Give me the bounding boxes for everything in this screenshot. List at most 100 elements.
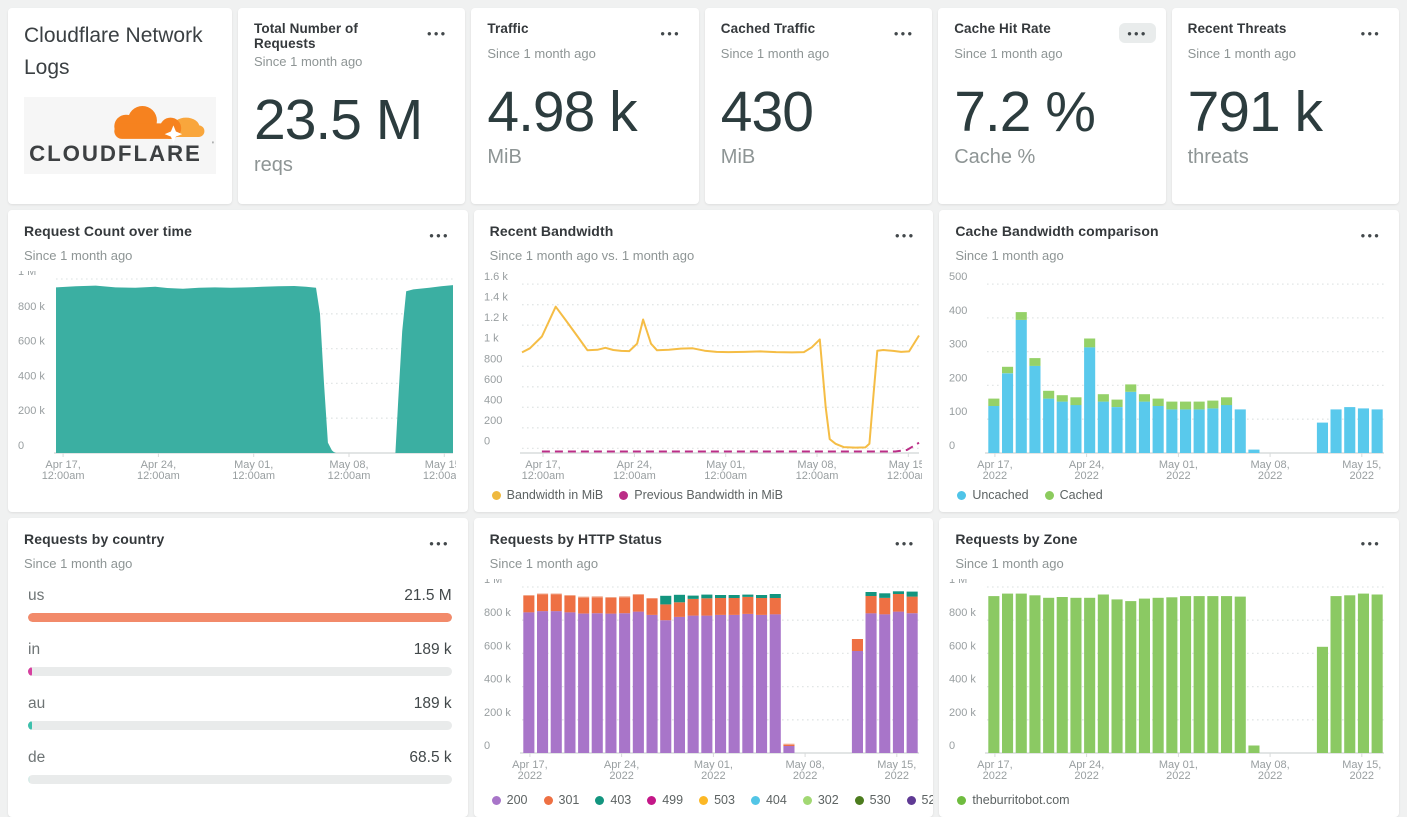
http-status-chart[interactable]: 1 M 800 k 600 k 400 k 200 k 0 Apr 17, 2022 Apr 2… (482, 574, 922, 783)
legend-item-403[interactable]: 403 (595, 793, 631, 807)
svg-text:2022: 2022 (793, 770, 817, 782)
svg-text:1.4 k: 1.4 k (484, 292, 508, 304)
country-label: au (28, 695, 46, 712)
panel-menu-button[interactable]: ●●● (421, 225, 458, 245)
svg-text:400 k: 400 k (949, 674, 976, 686)
svg-text:0: 0 (18, 440, 24, 452)
svg-text:200: 200 (484, 415, 502, 427)
ellipsis-icon: ●●● (893, 29, 915, 38)
billboard-unit: threats (1187, 146, 1249, 169)
panel-menu-button[interactable]: ●●● (421, 533, 458, 553)
legend-item-Bandwidth in MiB[interactable]: Bandwidth in MiB (491, 488, 603, 502)
panel-title: Requests by HTTP Status (489, 531, 663, 547)
panel-menu-button[interactable]: ●●● (887, 533, 924, 553)
cloudflare-logo-image: CLOUDFLARE ' (29, 105, 214, 166)
legend-item-503[interactable]: 503 (699, 793, 735, 807)
panel-menu-button[interactable]: ●●● (1352, 533, 1389, 553)
svg-text:2022: 2022 (1166, 470, 1190, 482)
panel-subtitle: Since 1 month ago (24, 556, 133, 571)
panel-subtitle: Since 1 month ago (489, 556, 599, 571)
svg-text:2022: 2022 (1258, 470, 1282, 482)
ellipsis-icon: ●●● (1360, 231, 1381, 240)
legend-item-404[interactable]: 404 (750, 793, 787, 807)
panel-recent-bandwidth: Recent Bandwidth ●●● Since 1 month ago v… (473, 210, 934, 512)
panel-title: Total Number of Requests (254, 21, 358, 51)
ellipsis-icon: ●●● (429, 539, 450, 548)
legend-dot-icon (491, 795, 501, 805)
panel-title: Requests by Zone (955, 531, 1078, 547)
svg-text:Apr 24,: Apr 24, (1069, 759, 1104, 771)
panel-menu-button[interactable]: ●●● (887, 225, 924, 245)
request-count-chart[interactable]: 1 M 800 k 600 k 400 k 200 k 0 Apr 17, 12:00am Ap… (16, 266, 466, 483)
svg-text:May 01,: May 01, (693, 759, 732, 771)
country-value: 189 k (413, 641, 452, 658)
country-bar-fill[interactable] (28, 775, 30, 784)
panel-title: Requests by country (24, 531, 165, 547)
cloudflare-logo: CLOUDFLARE ' (24, 97, 216, 174)
legend-item-526[interactable]: 526 (906, 793, 933, 807)
country-bar-fill[interactable] (28, 667, 32, 676)
panel-title: Recent Threats (1187, 21, 1287, 36)
legend-item-theburritobot.com[interactable]: theburritobot.com (957, 793, 1070, 807)
requests-by-zone-chart[interactable]: 1 M 800 k 600 k 400 k 200 k 0 Apr 17, 2022 Apr 2… (947, 574, 1387, 783)
svg-text:2022: 2022 (1350, 470, 1374, 482)
svg-text:0: 0 (484, 740, 490, 752)
svg-text:12:00am: 12:00am (232, 470, 275, 482)
legend-dot-icon (647, 795, 657, 805)
country-bar-fill[interactable] (28, 721, 32, 730)
panel-menu-button[interactable]: ●●● (1119, 23, 1156, 43)
svg-text:1 M: 1 M (484, 579, 502, 586)
cache-bandwidth-chart[interactable]: 500 400 300 200 100 0 Apr 17, 2022 Apr 24, 2022 Ma… (947, 271, 1387, 483)
svg-text:800 k: 800 k (18, 301, 45, 313)
legend-dot-icon (802, 795, 812, 805)
legend-item-Cached[interactable]: Cached (1044, 488, 1103, 502)
legend-dot-icon (619, 490, 629, 500)
country-row-in: in 189 k (28, 641, 452, 676)
legend-item-530[interactable]: 530 (854, 793, 891, 807)
ellipsis-icon: ●●● (1127, 29, 1148, 38)
panel-menu-button[interactable]: ●●● (1352, 23, 1389, 43)
panel-request-count: Request Count over time ●●● Since 1 mont… (8, 210, 468, 512)
legend-item-301[interactable]: 301 (543, 793, 579, 807)
legend-item-200[interactable]: 200 (491, 793, 528, 807)
panel-subtitle: Since 1 month ago (720, 46, 830, 61)
panel-subtitle: Since 1 month ago (1187, 46, 1296, 61)
panel-cache-bandwidth: Cache Bandwidth comparison ●●● Since 1 m… (939, 210, 1399, 512)
svg-text:400 k: 400 k (484, 674, 511, 686)
country-bar-fill[interactable] (28, 613, 452, 622)
panel-menu-button[interactable]: ●●● (1352, 225, 1389, 245)
country-bar-track (28, 613, 452, 622)
http-status-legend: 200301403499503404302530526524 (491, 793, 933, 807)
panel-menu-button[interactable]: ●●● (886, 23, 923, 43)
legend-item-Uncached[interactable]: Uncached (957, 488, 1029, 502)
svg-text:May 01,: May 01, (234, 459, 273, 471)
svg-text:12:00am: 12:00am (42, 470, 85, 482)
svg-text:12:00am: 12:00am (423, 470, 456, 482)
billboard-unit: Cache % (954, 146, 1036, 169)
svg-text:May 08,: May 08, (797, 459, 836, 471)
country-bar-track (28, 667, 452, 676)
legend-dot-icon (750, 795, 760, 805)
svg-text:Apr 17,: Apr 17, (977, 759, 1012, 771)
svg-text:400: 400 (484, 394, 502, 406)
panel-menu-button[interactable]: ●●● (652, 23, 689, 43)
svg-text:400: 400 (949, 305, 967, 317)
svg-text:12:00am: 12:00am (704, 470, 747, 482)
svg-text:1.2 k: 1.2 k (484, 312, 508, 324)
country-row-au: au 189 k (28, 695, 452, 730)
svg-text:12:00am: 12:00am (887, 470, 922, 482)
billboard-value: 23.5 M (254, 88, 423, 152)
svg-text:Apr 17,: Apr 17, (977, 459, 1012, 471)
svg-text:Apr 24,: Apr 24, (141, 459, 176, 471)
svg-text:200 k: 200 k (949, 707, 976, 719)
legend-item-Previous Bandwidth in MiB[interactable]: Previous Bandwidth in MiB (619, 488, 783, 502)
panel-menu-button[interactable]: ●●● (419, 23, 456, 43)
legend-item-302[interactable]: 302 (802, 793, 839, 807)
svg-text:12:00am: 12:00am (613, 470, 656, 482)
legend-item-499[interactable]: 499 (647, 793, 683, 807)
svg-text:Apr 17,: Apr 17, (45, 459, 80, 471)
